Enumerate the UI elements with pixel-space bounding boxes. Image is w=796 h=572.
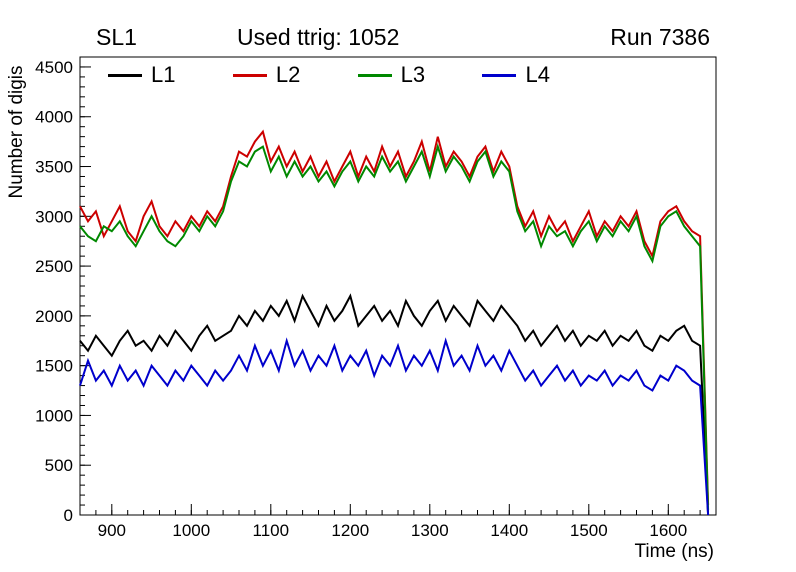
legend-item-l2: L2 [232,62,301,88]
legend-label-l1: L1 [151,62,176,87]
legend-item-l3: L3 [357,62,426,88]
legend: L1 L2 L3 L4 [108,62,550,88]
x-tick-label: 1600 [649,521,687,540]
series-line-l1 [79,293,710,516]
y-tick-label: 4000 [35,108,73,127]
plot-frame [79,56,717,516]
legend-item-l1: L1 [108,62,175,88]
x-tick-label: 1100 [253,521,290,540]
y-tick-label: 500 [45,456,73,475]
legend-line-swatch-l2 [232,73,267,77]
y-tick-label: 1500 [35,357,73,376]
series-line-l3 [79,143,710,511]
legend-label-l2: L2 [275,62,301,87]
x-tick-label: 1200 [331,521,369,540]
x-tick-label: 1400 [490,521,528,540]
y-tick-label: 3000 [35,207,73,226]
legend-line-swatch-l3 [357,73,392,77]
y-tick-label: 2000 [35,307,73,326]
pad-title-right: Run 7386 [610,24,710,50]
pad-title-left: SL1 [96,24,137,50]
legend-line-swatch-l1 [108,73,142,77]
y-tick-label: 3500 [35,158,73,177]
y-tick-label: 2500 [35,257,73,276]
y-tick-label: 1000 [35,406,73,425]
legend-label-l3: L3 [400,62,426,87]
y-tick-label: 4500 [35,58,73,77]
x-axis-title: Time (ns) [634,541,714,562]
series-line-l4 [79,337,710,516]
legend-label-l4: L4 [525,62,550,87]
legend-line-swatch-l4 [482,73,517,77]
legend-item-l4: L4 [482,62,550,88]
y-axis-title: Number of digis [6,65,27,198]
y-tick-label: 0 [64,506,73,525]
x-tick-label: 1000 [172,521,210,540]
x-tick-label: 1300 [411,521,449,540]
series-line-l2 [79,129,710,506]
x-tick-label: 900 [98,521,126,540]
pad-title-center: Used ttrig: 1052 [237,24,400,50]
x-tick-label: 1500 [570,521,608,540]
